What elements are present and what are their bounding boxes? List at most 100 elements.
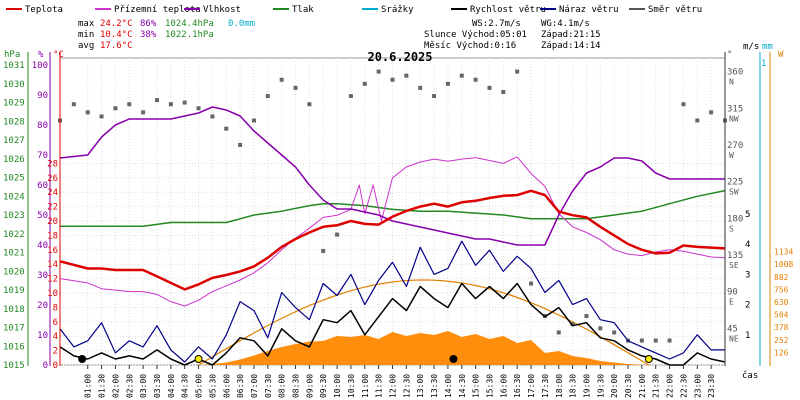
time-tick-label: 15:00 xyxy=(472,374,481,398)
time-tick-label: 23:30 xyxy=(707,374,716,398)
temp-tick-label: 26 xyxy=(47,174,58,184)
time-tick-label: 18:30 xyxy=(569,374,578,398)
axes: hPa% °C1031103010291028102710261025102410… xyxy=(3,42,793,398)
pressure-line xyxy=(60,189,726,228)
wind-direction-point xyxy=(639,338,644,343)
wind-direction-point xyxy=(570,322,575,327)
time-tick-label: 14:00 xyxy=(444,374,453,398)
wind-direction-point xyxy=(653,338,658,343)
wind-direction-point xyxy=(598,326,603,331)
wind-direction-point xyxy=(529,281,534,286)
hpa-tick-label: 1030 xyxy=(3,80,25,90)
dir-compass-label: S xyxy=(729,224,734,233)
stats-moonset: Západ:14:14 xyxy=(541,41,601,51)
time-tick-label: 22:30 xyxy=(679,374,688,398)
wind-direction-point xyxy=(667,338,672,343)
temp-axis-title: °C xyxy=(53,50,64,60)
w-axis-title: W xyxy=(778,50,784,60)
ms-tick-label: 5 xyxy=(745,210,750,220)
sunrise-marker xyxy=(194,355,203,363)
hpa-tick-label: 1017 xyxy=(3,324,25,334)
time-tick-label: 14:30 xyxy=(458,374,467,398)
wind-direction-point xyxy=(168,102,173,107)
time-tick-label: 19:30 xyxy=(596,374,605,398)
wind-direction-point xyxy=(432,94,437,99)
time-tick-label: 08:30 xyxy=(292,374,301,398)
wind-direction-point xyxy=(224,126,229,131)
stats-humidity: 38% xyxy=(140,30,157,40)
temp-tick-label: 12 xyxy=(47,275,58,285)
time-tick-label: 01:00 xyxy=(84,374,93,398)
dir-tick-label: 45 xyxy=(727,324,738,334)
wind-direction-point xyxy=(279,77,284,82)
wind-direction-point xyxy=(695,118,700,123)
time-tick-label: 07:00 xyxy=(250,374,259,398)
wind-direction-point xyxy=(335,232,340,237)
legend: Teplota Přízemní teplota Vlhkost Tlak Srážky… xyxy=(6,5,702,15)
chart-title: 20.6.2025 xyxy=(367,50,432,64)
hpa-tick-label: 1022 xyxy=(3,230,25,240)
dir-compass-label: SW xyxy=(729,188,739,197)
legend-label: Vlhkost xyxy=(203,5,241,15)
wind-direction-point xyxy=(238,142,243,147)
time-tick-label: 13:30 xyxy=(430,374,439,398)
stats-wg: WG:4.1m/s xyxy=(541,19,590,29)
wind-direction-point xyxy=(501,89,506,94)
legend-label: Přízemní teplota xyxy=(114,5,201,15)
time-tick-label: 20:30 xyxy=(624,374,633,398)
time-tick-label: 03:30 xyxy=(153,374,162,398)
legend-label: Teplota xyxy=(25,5,63,15)
stats-sun: Slunce Východ:05:01 xyxy=(424,30,527,40)
temp-tick-label: 28 xyxy=(47,159,58,169)
hpa-tick-label: 1026 xyxy=(3,155,25,165)
time-tick-label: 16:00 xyxy=(499,374,508,398)
wind-direction-point xyxy=(584,314,589,319)
time-tick-label: 17:00 xyxy=(527,374,536,398)
wind-direction-point xyxy=(515,69,520,74)
temp-tick-label: 6 xyxy=(53,318,58,328)
wind-direction-point xyxy=(487,85,492,90)
moonset-marker xyxy=(449,355,458,363)
time-tick-label: 08:00 xyxy=(278,374,287,398)
wind-direction-point xyxy=(85,110,90,115)
dir-compass-label: W xyxy=(729,151,734,160)
stats-row-label: min xyxy=(78,30,94,40)
hpa-tick-label: 1023 xyxy=(3,211,25,221)
time-tick-label: 06:00 xyxy=(222,374,231,398)
dir-tick-label: 90 xyxy=(727,288,738,298)
time-tick-label: 12:00 xyxy=(389,374,398,398)
hpa-tick-label: 1020 xyxy=(3,267,25,277)
time-tick-label: 22:00 xyxy=(666,374,675,398)
time-tick-label: 12:30 xyxy=(402,374,411,398)
time-tick-label: 01:30 xyxy=(98,374,107,398)
wind-direction-point xyxy=(556,330,561,335)
pct-tick-label: 30 xyxy=(37,271,48,281)
wind-direction-point xyxy=(418,85,423,90)
hpa-tick-label: 1016 xyxy=(3,342,25,352)
time-tick-label: 09:00 xyxy=(305,374,314,398)
dir-compass-label: NE xyxy=(729,334,739,343)
time-tick-label: 04:30 xyxy=(181,374,190,398)
time-tick-label: 20:00 xyxy=(610,374,619,398)
temp-tick-label: 8 xyxy=(53,303,58,313)
time-tick-label: 10:30 xyxy=(347,374,356,398)
hpa-tick-label: 1028 xyxy=(3,117,25,127)
dir-tick-label: 180 xyxy=(727,214,743,224)
pct-axis-title: % xyxy=(38,50,44,60)
stats-panel: max 24.2°C 86% 1024.4hPa 0.0mm min 10.4°C 38% 10… xyxy=(78,19,601,51)
wind-direction-point xyxy=(404,73,409,78)
hpa-tick-label: 1024 xyxy=(3,192,25,202)
time-tick-label: 05:30 xyxy=(208,374,217,398)
time-tick-label: 02:00 xyxy=(111,374,120,398)
ground-temperature-line xyxy=(59,156,726,307)
stats-moon: Měsíc Východ:0:16 xyxy=(424,41,516,51)
wind-direction-point xyxy=(127,102,132,107)
hpa-tick-label: 1029 xyxy=(3,99,25,109)
time-tick-label: 18:00 xyxy=(555,374,564,398)
pct-tick-label: 70 xyxy=(37,151,48,161)
dir-tick-label: 270 xyxy=(727,141,743,151)
time-tick-label: 19:00 xyxy=(582,374,591,398)
stats-temp: 24.2°C xyxy=(100,19,133,29)
